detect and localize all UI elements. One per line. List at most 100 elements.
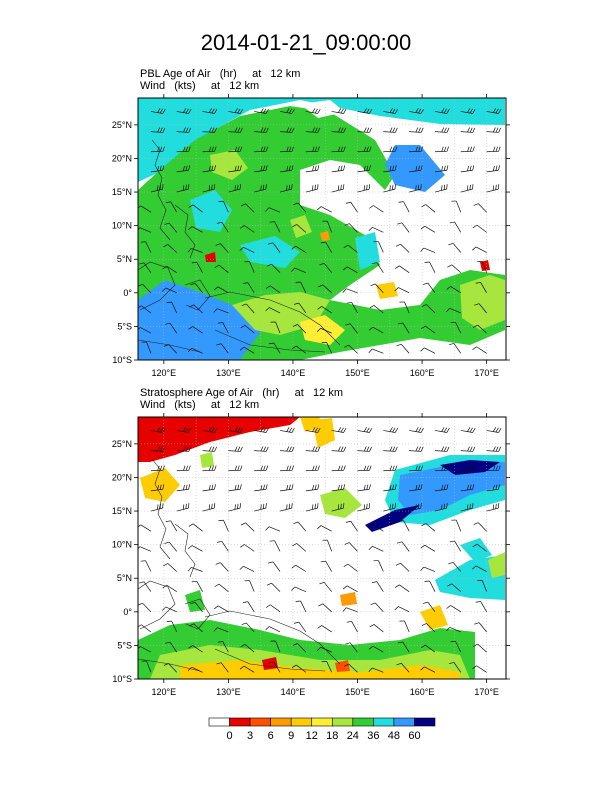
panel2-wind-barb xyxy=(214,583,229,592)
panel2-wind-barb xyxy=(254,446,269,452)
panel2-x-tick-label: 150°E xyxy=(345,687,370,697)
panel2-wind-barb xyxy=(383,465,398,472)
panel1-wind-barb xyxy=(399,301,410,314)
panel2-wind-barb xyxy=(292,543,307,552)
panel2-wind-barb xyxy=(475,601,487,612)
panel1-wind-barb xyxy=(317,206,332,213)
panel2-wind-barb xyxy=(370,602,384,613)
panel1-wind-barb xyxy=(215,243,229,253)
panel2-wind-barb xyxy=(449,540,462,552)
panel2-wind-barb xyxy=(345,642,358,653)
panel2-wind-barb xyxy=(241,622,255,633)
panel1-wind-barb xyxy=(266,263,281,273)
colorbar-label: 18 xyxy=(326,730,338,742)
panel2-wind-barb xyxy=(397,541,410,552)
panel1-wind-barb xyxy=(216,221,229,233)
panel1-wind-barb xyxy=(369,305,384,314)
panel1-wind-barb xyxy=(138,305,152,314)
panel1-wind-barb xyxy=(240,325,255,334)
colorbar-label: 60 xyxy=(408,730,420,742)
colorbar: 0 3 6 9 12 18 24 36 48 60 xyxy=(208,717,436,742)
panel2-wind-barb xyxy=(434,503,448,512)
panel1-wind-barb xyxy=(383,127,398,133)
panel1-y-tick-label: 10°N xyxy=(112,221,132,231)
panel2-wind-barb xyxy=(395,562,410,572)
panel2-wind-barb xyxy=(434,427,450,433)
panel2-wind-barb xyxy=(420,666,436,673)
panel2-wind-barb xyxy=(320,560,332,572)
panel2-wind-barb xyxy=(176,503,190,512)
colorbar-swatch xyxy=(208,717,230,727)
panel2-wind-barb xyxy=(342,607,358,613)
panel1-wind-barb xyxy=(409,146,424,153)
panel1-wind-barb xyxy=(291,345,307,354)
panel2-y-tick-label: 15°N xyxy=(112,506,132,516)
panel1-wind-barb xyxy=(409,184,422,193)
panel1-wind-barb xyxy=(450,321,462,334)
colorbar-swatch xyxy=(270,717,292,727)
panel2-wind-barb xyxy=(150,484,165,492)
panel1-x-tick-label: 150°E xyxy=(345,368,370,378)
panel1-wind-barb xyxy=(460,127,476,133)
panel1-x-tick-label: 130°E xyxy=(216,368,241,378)
panel2-x-tick-label: 120°E xyxy=(152,687,177,697)
panel1-wind-barb xyxy=(188,326,203,334)
panel1-wind-barb xyxy=(202,165,216,173)
panel1-coast-philippines-west xyxy=(151,139,171,241)
panel2-subtitle: Wind (kts) at 12 km xyxy=(140,399,260,411)
panel2-wind-barb xyxy=(409,465,424,472)
panel2-wind-barb xyxy=(244,580,255,592)
panel1-wind-barb xyxy=(383,146,398,153)
panel1-wind-barb xyxy=(150,146,165,153)
panel2-wind-barb xyxy=(409,446,424,452)
panel2-wind-barb xyxy=(305,465,320,472)
panel2-wind-barb xyxy=(266,582,281,592)
panel2-wind-barb xyxy=(279,503,293,512)
panel2-wind-barb xyxy=(176,427,192,433)
panel1-wind-barb xyxy=(176,184,190,193)
panel1-wind-barb xyxy=(475,282,487,293)
panel2-wind-barb xyxy=(486,484,500,492)
panel1-wind-barb xyxy=(190,283,203,294)
panel1-field xyxy=(138,98,505,360)
panel1-wind-barb xyxy=(473,324,487,334)
panel2-wind-barb xyxy=(228,446,243,452)
panel2-y-tick-label: 10°N xyxy=(112,540,132,550)
panel1-wind-barb xyxy=(254,146,269,153)
panel2-wind-barb xyxy=(357,503,371,512)
panel2-wind-barb xyxy=(409,427,424,433)
panel1-x-tick-label: 170°E xyxy=(474,368,499,378)
panel2-wind-barb xyxy=(228,503,241,512)
panel1-wind-barb xyxy=(357,146,372,153)
panel2-wind-barb xyxy=(331,427,347,433)
panel1-wind-barb xyxy=(346,302,358,314)
panel1-wind-barb xyxy=(395,243,410,253)
colorbar-label: 6 xyxy=(268,730,274,742)
panel1-wind-barb xyxy=(434,108,450,114)
colorbar-swatch xyxy=(352,717,374,727)
panel1-wind-barb xyxy=(344,223,358,233)
panel1-wind-barb xyxy=(279,165,294,173)
panel2-wind-barb xyxy=(322,539,333,552)
panel2-y-tick-label: 5°S xyxy=(117,640,132,650)
panel1-wind-barb xyxy=(188,204,203,213)
panel1-wind-barb xyxy=(396,343,410,354)
panel2-wind-barb xyxy=(477,580,487,592)
panel2-wind-barb xyxy=(343,563,358,572)
panel2-wind-barb xyxy=(472,665,487,673)
panel2-wind-barb xyxy=(228,465,243,472)
panel1-wind-barb xyxy=(239,346,255,354)
panel2-wind-barb xyxy=(434,465,449,472)
panel1-wind-barb xyxy=(460,146,475,153)
panel2-wind-barb xyxy=(421,523,436,532)
panel1-wind-barb xyxy=(486,165,500,173)
panel2-wind-barb xyxy=(371,581,384,592)
panel1-plot: 120°E 130°E 140°E 150°E 160°E 170°E 25°N 20°N 1… xyxy=(112,94,510,378)
panel1-wind-barb xyxy=(424,261,436,273)
panel1-wind-barb xyxy=(305,146,320,153)
panel2-wind-barb xyxy=(357,427,373,433)
panel1-y-tick-label: 20°N xyxy=(112,153,132,163)
panel2-wind-barb xyxy=(176,484,191,492)
panel2-wind-barb xyxy=(291,564,307,572)
panel2-wind-barb xyxy=(305,484,320,492)
